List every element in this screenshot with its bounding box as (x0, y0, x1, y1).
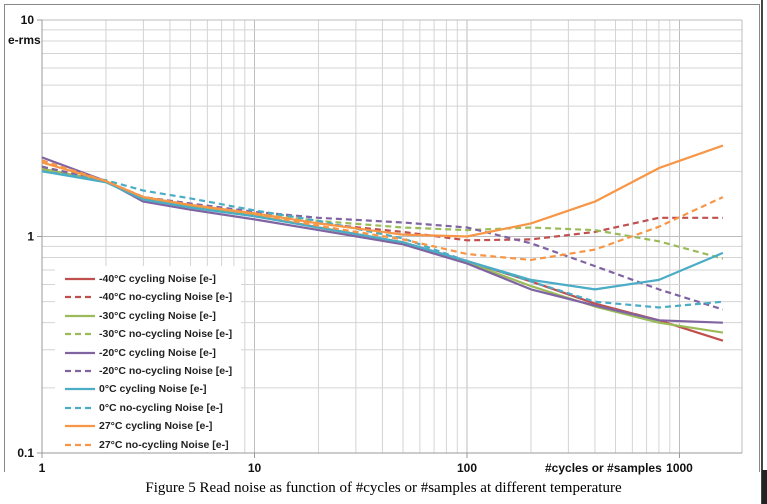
page-edge-block (762, 470, 767, 504)
legend-label: -40°C no-cycling Noise [e-] (99, 291, 233, 304)
legend-swatch (65, 443, 95, 446)
legend-swatch (65, 425, 95, 428)
legend-item: -30°C cycling Noise [e-] (65, 307, 216, 325)
chart-frame (4, 4, 760, 472)
legend-label: 27°C cycling Noise [e-] (99, 420, 213, 433)
legend-label: 0°C no-cycling Noise [e-] (99, 401, 223, 414)
y-tick-label: 10 (21, 13, 35, 27)
legend: -40°C cycling Noise [e-] -40°C no-cycling… (55, 266, 241, 452)
legend-label: 0°C cycling Noise [e-] (99, 383, 207, 396)
series-line (41, 159, 724, 261)
series-lines (41, 144, 724, 342)
legend-item: -40°C no-cycling Noise [e-] (65, 288, 232, 306)
axis-labels: e-rms #cycles or #samples 1 10 100 1000 0.1 1… (8, 13, 693, 475)
legend-label: -20°C cycling Noise [e-] (99, 346, 216, 359)
read-noise-chart: e-rms #cycles or #samples 1 10 100 1000 0.1 1… (8, 13, 743, 475)
legend-swatch (65, 333, 95, 336)
series-line (41, 156, 723, 324)
figure-caption: Figure 5 Read noise as function of #cycl… (145, 480, 622, 496)
legend-swatch (65, 296, 95, 299)
x-tick-label: 100 (457, 461, 477, 475)
legend-item: 0°C no-cycling Noise [e-] (65, 399, 223, 417)
x-axis-label: #cycles or #samples (545, 461, 662, 475)
legend-item: -20°C cycling Noise [e-] (65, 344, 216, 362)
legend-item: 0°C cycling Noise [e-] (65, 380, 206, 398)
x-tick-label: 1000 (666, 461, 693, 475)
y-tick-label: 0.1 (17, 446, 34, 460)
legend-swatch (65, 388, 95, 391)
legend-label: -30°C cycling Noise [e-] (99, 309, 216, 322)
legend-swatch (65, 277, 95, 281)
grid (37, 19, 743, 458)
legend-item: -30°C no-cycling Noise [e-] (65, 325, 232, 343)
x-tick-label: 1 (39, 461, 46, 475)
legend-swatch (65, 351, 95, 354)
legend-label: -40°C cycling Noise [e-] (99, 273, 216, 285)
legend-label: -20°C no-cycling Noise [e-] (99, 365, 233, 377)
series-line (41, 165, 723, 242)
series-line (41, 165, 724, 311)
legend-label: 27°C no-cycling Noise [e-] (99, 438, 229, 451)
legend-item: -40°C cycling Noise [e-] (65, 270, 216, 288)
legend-item: 27°C no-cycling Noise [e-] (65, 436, 229, 454)
page-edge (761, 0, 763, 504)
legend-swatch (65, 314, 95, 317)
legend-item: 27°C cycling Noise [e-] (65, 417, 212, 435)
y-axis-label: e-rms (8, 33, 41, 47)
series-line (41, 165, 724, 260)
y-tick-label: 1 (27, 230, 34, 244)
x-tick-label: 10 (248, 461, 262, 475)
legend-swatch (65, 406, 95, 409)
legend-item: -20°C no-cycling Noise [e-] (65, 362, 232, 380)
legend-swatch (65, 369, 95, 373)
series-line (41, 170, 724, 291)
legend-label: -30°C no-cycling Noise [e-] (99, 328, 233, 341)
